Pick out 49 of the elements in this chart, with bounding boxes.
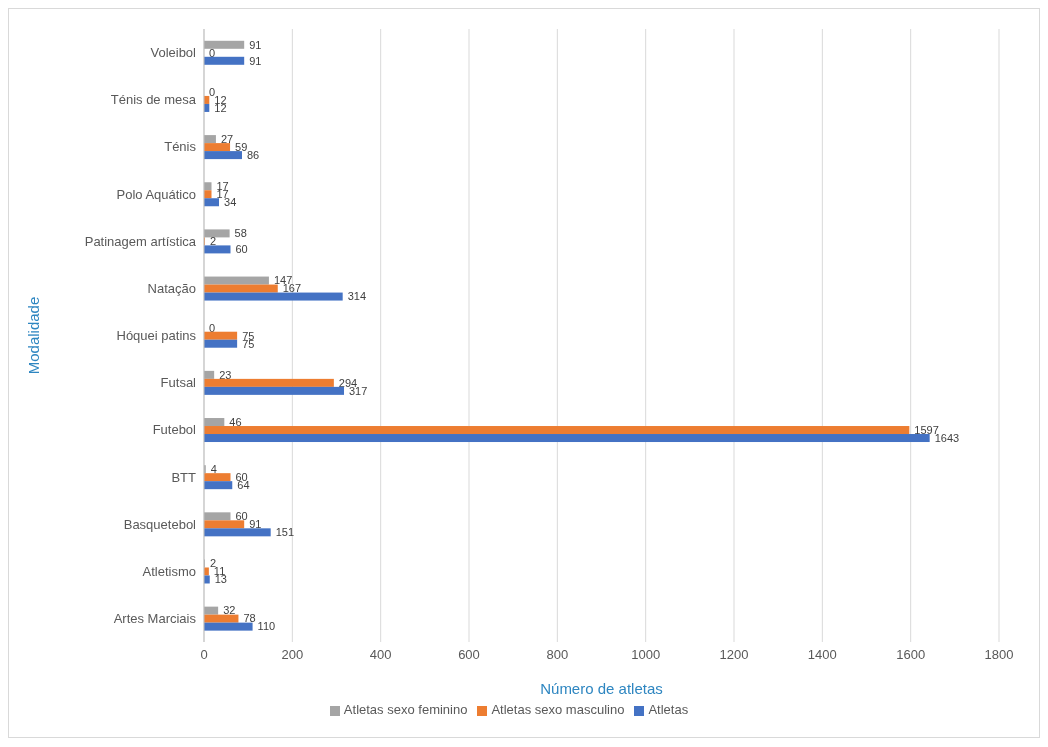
data-label: 314	[347, 290, 367, 303]
data-label: 91	[249, 518, 262, 531]
y-tick-label: Voleibol	[150, 45, 197, 61]
data-label: 60	[235, 243, 248, 256]
data-label: 58	[234, 227, 247, 240]
x-tick-label: 800	[546, 647, 569, 663]
data-label: 2	[209, 235, 217, 248]
x-tick-label: 1000	[631, 647, 661, 663]
y-tick-label: Ténis de mesa	[110, 92, 197, 108]
x-tick-label: 0	[200, 647, 208, 663]
data-label: 86	[246, 148, 260, 161]
x-axis-title: Número de atletas	[540, 680, 663, 697]
data-label: 27	[220, 132, 234, 145]
data-label: 60	[235, 510, 248, 523]
y-tick-label: BTT	[171, 469, 197, 485]
y-tick-label: Polo Aquático	[116, 186, 196, 202]
y-tick-label: Artes Marciais	[113, 611, 197, 627]
legend-label: Atletas	[648, 702, 689, 717]
legend-label: Atletas sexo masculino	[491, 702, 625, 717]
data-label: 59	[235, 140, 248, 153]
x-tick-label: 600	[458, 647, 480, 663]
y-tick-label: Natação	[147, 280, 196, 296]
data-label: 151	[275, 526, 295, 539]
x-tick-label: 1800	[984, 647, 1014, 663]
y-tick-label: Futebol	[152, 422, 197, 438]
data-label: 46	[229, 415, 242, 428]
data-label: 78	[243, 612, 256, 625]
x-tick-label: 1600	[896, 647, 926, 663]
data-label: 23	[219, 368, 232, 381]
data-label: 110	[257, 620, 276, 633]
data-label: 91	[249, 38, 262, 51]
data-label: 91	[249, 54, 262, 67]
y-tick-label: Hóquei patins	[116, 328, 197, 344]
data-label: 4	[210, 463, 217, 476]
data-label: 32	[223, 604, 236, 617]
x-tick-label: 400	[369, 647, 392, 663]
y-tick-label: Futsal	[160, 375, 197, 391]
y-tick-label: Basquetebol	[123, 516, 197, 532]
y-axis-title: Modalidade	[25, 296, 43, 375]
y-tick-label: Ténis	[164, 139, 197, 155]
data-label: 0	[209, 85, 216, 98]
x-tick-label: 200	[281, 647, 304, 663]
data-label: 0	[209, 321, 216, 334]
data-label: 0	[209, 46, 216, 59]
y-tick-label: Patinagem artística	[84, 233, 197, 249]
x-tick-label: 1400	[807, 647, 837, 663]
x-tick-label: 1200	[719, 647, 749, 663]
legend-label: Atletas sexo feminino	[343, 702, 468, 717]
y-tick-label: Atletismo	[142, 563, 196, 579]
